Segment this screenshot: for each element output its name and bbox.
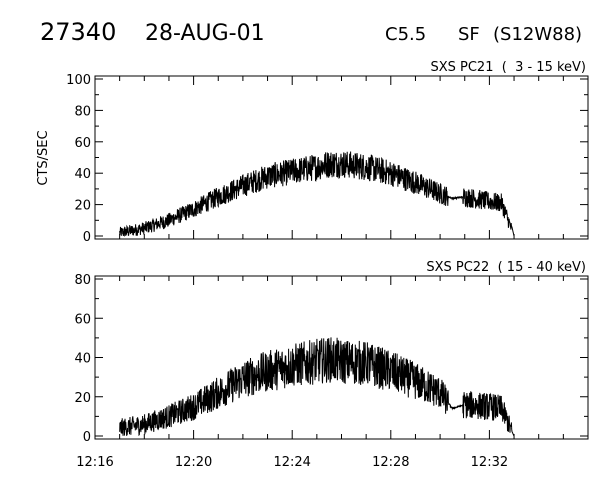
ytick-label: 20 (74, 199, 91, 214)
event-date: 28-AUG-01 (145, 21, 265, 46)
xtick-label: 12:28 (372, 455, 409, 470)
ytick-label: 40 (74, 352, 91, 367)
ytick-label: 60 (74, 312, 91, 327)
event-id: 27340 (40, 18, 116, 46)
ytick-label: 0 (83, 230, 91, 245)
ytick-label: 80 (74, 104, 91, 119)
xtick-label: 12:20 (175, 455, 212, 470)
ytick-label: 40 (74, 167, 91, 182)
ytick-label: 20 (74, 391, 91, 406)
panel-pc21: SXS PC21 ( 3 - 15 keV) CTS/SEC 0 20 40 60 80… (36, 60, 589, 245)
flare-class: C5.5 (385, 24, 426, 45)
panel-pc22: SXS PC22 ( 15 - 40 keV) 0 20 40 60 80 (74, 260, 589, 445)
panel-pc21-ylabel: CTS/SEC (36, 130, 51, 185)
ytick-label: 0 (83, 430, 91, 445)
flare-type: SF (458, 24, 480, 45)
flare-location: (S12W88) (493, 24, 582, 45)
series-pc21-line (119, 151, 515, 238)
panel-pc22-title: SXS PC22 ( 15 - 40 keV) (426, 260, 586, 275)
ytick-label: 60 (74, 136, 91, 151)
series-pc22-line (119, 337, 515, 437)
ytick-label: 80 (74, 273, 91, 288)
xtick-label: 12:32 (471, 455, 508, 470)
xtick-label: 12:16 (76, 455, 113, 470)
panel-pc21-title: SXS PC21 ( 3 - 15 keV) (430, 60, 586, 75)
xtick-label: 12:24 (273, 455, 310, 470)
ytick-label: 100 (66, 73, 91, 88)
